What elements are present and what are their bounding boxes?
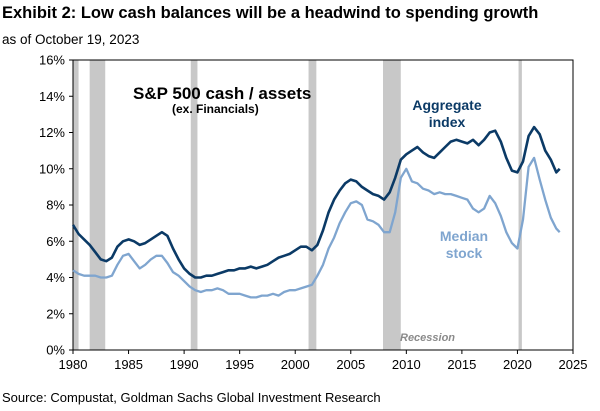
x-tick-label: 2025 xyxy=(559,357,588,372)
recession-band-2 xyxy=(190,60,198,350)
plot-frame xyxy=(72,59,574,351)
recession-band-1 xyxy=(89,60,106,350)
recession-band-4 xyxy=(383,60,401,350)
figure-subtitle: as of October 19, 2023 xyxy=(2,32,140,47)
y-axis-ticks: 0% 2% 4% 6% 8% 10% 12% 14% 16% xyxy=(39,53,73,358)
recession-band-5 xyxy=(518,60,522,350)
x-axis-ticks: 1980 1985 1990 1995 2000 2005 2010 2015 2020 2025 xyxy=(59,350,588,372)
x-tick-label: 1980 xyxy=(59,357,88,372)
x-tick-label: 2005 xyxy=(336,357,365,372)
recession-band-0 xyxy=(73,60,79,350)
x-tick-label: 2010 xyxy=(392,357,421,372)
series-label-aggregate: Aggregate xyxy=(412,97,481,113)
chart-annotation-title: S&P 500 cash / assets xyxy=(133,84,311,103)
x-tick-label: 2000 xyxy=(281,357,310,372)
figure-title: Exhibit 2: Low cash balances will be a h… xyxy=(2,4,539,22)
x-tick-label: 1995 xyxy=(225,357,254,372)
y-tick-label: 10% xyxy=(39,161,65,176)
y-tick-label: 4% xyxy=(46,270,65,285)
x-tick-label: 1985 xyxy=(114,357,143,372)
series-lines xyxy=(71,125,561,299)
series-line-aggregate xyxy=(71,125,561,279)
y-tick-label: 12% xyxy=(39,125,65,140)
chart-annotation-subtitle: (ex. Financials) xyxy=(172,102,259,116)
x-tick-label: 2020 xyxy=(503,357,532,372)
y-tick-label: 16% xyxy=(39,53,65,68)
series-label-aggregate: index xyxy=(429,114,466,130)
chart: 0% 2% 4% 6% 8% 10% 12% 14% 16% 1980 1985 1990 1995 2… xyxy=(39,53,588,373)
x-tick-label: 2015 xyxy=(447,357,476,372)
series-line-median xyxy=(72,156,561,299)
source-note: Source: Compustat, Goldman Sachs Global … xyxy=(2,390,381,405)
x-tick-label: 1990 xyxy=(170,357,199,372)
y-tick-label: 0% xyxy=(46,343,65,358)
recession-label: Recession xyxy=(400,332,455,344)
y-tick-label: 6% xyxy=(46,234,65,249)
plot-border xyxy=(72,59,574,351)
y-tick-label: 14% xyxy=(39,89,65,104)
y-tick-label: 2% xyxy=(46,306,65,321)
recession-band-3 xyxy=(308,60,317,350)
series-label-median: Median xyxy=(440,228,488,244)
y-tick-label: 8% xyxy=(46,198,65,213)
series-label-median: stock xyxy=(446,245,483,261)
